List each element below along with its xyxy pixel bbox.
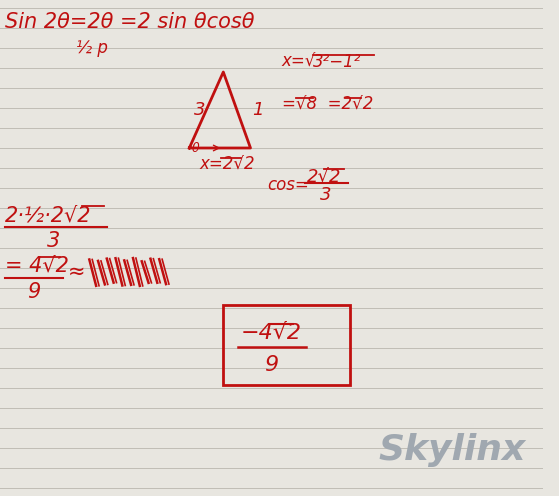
Text: 3²−1²: 3²−1² [312,53,361,71]
Text: 9: 9 [27,282,40,302]
Text: θ: θ [191,141,199,154]
Text: cos=: cos= [267,176,309,194]
Text: Sin 2θ=2θ =2 sin θcosθ: Sin 2θ=2θ =2 sin θcosθ [5,12,254,32]
Text: = 4√2: = 4√2 [5,256,69,276]
Text: ½ p: ½ p [75,39,107,57]
Text: ≈: ≈ [68,262,86,282]
Text: 3: 3 [46,231,60,251]
Text: 1: 1 [253,101,264,119]
Text: 9: 9 [264,355,278,375]
Text: x=√: x=√ [282,53,316,71]
Text: 2·½·2√2: 2·½·2√2 [5,205,91,225]
Text: 2√2: 2√2 [307,168,342,186]
Bar [223,305,349,385]
Text: 3: 3 [194,101,206,119]
Text: 3: 3 [320,186,332,204]
Text: Skylinx: Skylinx [378,433,526,467]
Text: =√8  =2√2: =√8 =2√2 [282,96,373,114]
Text: −4√2: −4√2 [241,323,302,343]
Text: x=2√2: x=2√2 [199,156,255,174]
